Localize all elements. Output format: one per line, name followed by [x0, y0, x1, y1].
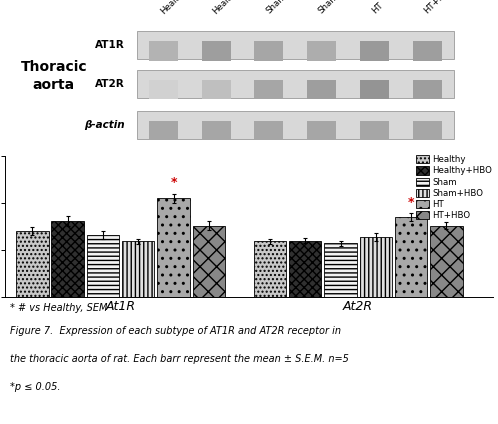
- Bar: [122, 242, 154, 297]
- Bar: [87, 235, 119, 297]
- Text: *p ≤ 0.05.: *p ≤ 0.05.: [10, 382, 60, 392]
- Text: Thoracic
aorta: Thoracic aorta: [20, 60, 87, 92]
- Bar: [360, 237, 392, 297]
- Bar: [254, 41, 283, 61]
- Bar: [413, 41, 442, 61]
- Bar: [148, 120, 178, 140]
- Bar: [202, 41, 231, 61]
- Bar: [148, 41, 178, 61]
- Text: β-actin: β-actin: [84, 120, 124, 130]
- Text: HT+HBO: HT+HBO: [423, 0, 456, 16]
- Bar: [16, 231, 48, 297]
- Bar: [202, 80, 231, 99]
- Bar: [324, 243, 357, 297]
- Bar: [148, 80, 178, 99]
- Bar: [413, 120, 442, 140]
- Bar: [360, 120, 389, 140]
- Bar: [395, 217, 427, 297]
- Bar: [202, 120, 231, 140]
- Bar: [430, 226, 463, 297]
- Bar: [254, 80, 283, 99]
- Bar: [51, 221, 84, 297]
- Bar: [157, 198, 190, 297]
- Text: Figure 7.  Expression of each subtype of AT1R and AT2R receptor in: Figure 7. Expression of each subtype of …: [10, 326, 341, 337]
- Bar: [413, 80, 442, 99]
- Text: *: *: [408, 195, 414, 209]
- Text: AT2R: AT2R: [95, 79, 124, 89]
- Text: * # vs Healthy, SEM: * # vs Healthy, SEM: [10, 303, 108, 313]
- Text: AT1R: AT1R: [95, 40, 124, 50]
- Text: Sham: Sham: [264, 0, 288, 16]
- Bar: [253, 242, 286, 297]
- Text: HT: HT: [370, 1, 384, 16]
- Bar: [360, 41, 389, 61]
- Bar: [193, 226, 225, 297]
- Text: Healthy+HBO: Healthy+HBO: [211, 0, 260, 16]
- Bar: [307, 41, 336, 61]
- Bar: [360, 80, 389, 99]
- Bar: [254, 120, 283, 140]
- Bar: [137, 111, 454, 139]
- Text: the thoracic aorta of rat. Each barr represent the mean ± S.E.M. n=5: the thoracic aorta of rat. Each barr rep…: [10, 354, 349, 364]
- Bar: [137, 31, 454, 59]
- Legend: Healthy, Healthy+HBO, Sham, Sham+HBO, HT, HT+HBO: Healthy, Healthy+HBO, Sham, Sham+HBO, HT…: [414, 153, 494, 222]
- Text: Sham+HBO: Sham+HBO: [317, 0, 360, 16]
- Bar: [307, 120, 336, 140]
- Text: *: *: [170, 176, 177, 189]
- Bar: [307, 80, 336, 99]
- Bar: [289, 240, 321, 297]
- Text: Healthy: Healthy: [158, 0, 188, 16]
- Bar: [137, 70, 454, 98]
